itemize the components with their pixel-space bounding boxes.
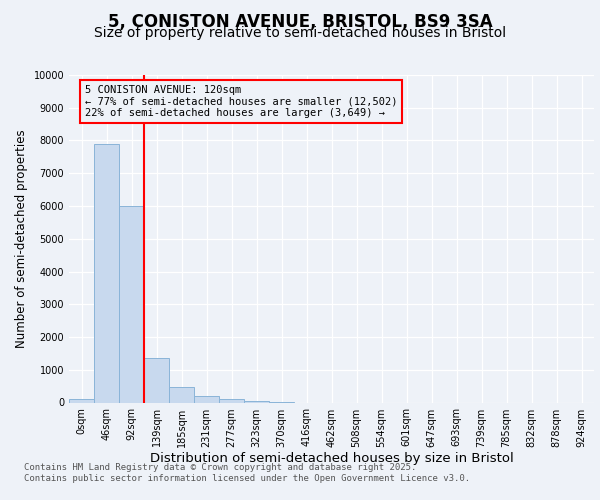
Bar bbox=[244, 400, 269, 402]
Text: Contains public sector information licensed under the Open Government Licence v3: Contains public sector information licen… bbox=[24, 474, 470, 483]
Y-axis label: Number of semi-detached properties: Number of semi-detached properties bbox=[15, 130, 28, 348]
Text: Size of property relative to semi-detached houses in Bristol: Size of property relative to semi-detach… bbox=[94, 26, 506, 40]
Bar bbox=[94, 144, 119, 403]
Text: 5, CONISTON AVENUE, BRISTOL, BS9 3SA: 5, CONISTON AVENUE, BRISTOL, BS9 3SA bbox=[107, 12, 493, 30]
Bar bbox=[219, 398, 244, 402]
X-axis label: Distribution of semi-detached houses by size in Bristol: Distribution of semi-detached houses by … bbox=[149, 452, 514, 466]
Bar bbox=[194, 396, 219, 402]
Bar bbox=[119, 206, 144, 402]
Text: 5 CONISTON AVENUE: 120sqm
← 77% of semi-detached houses are smaller (12,502)
22%: 5 CONISTON AVENUE: 120sqm ← 77% of semi-… bbox=[85, 85, 397, 118]
Bar bbox=[69, 399, 94, 402]
Bar bbox=[169, 387, 194, 402]
Text: Contains HM Land Registry data © Crown copyright and database right 2025.: Contains HM Land Registry data © Crown c… bbox=[24, 462, 416, 471]
Bar bbox=[144, 358, 169, 403]
